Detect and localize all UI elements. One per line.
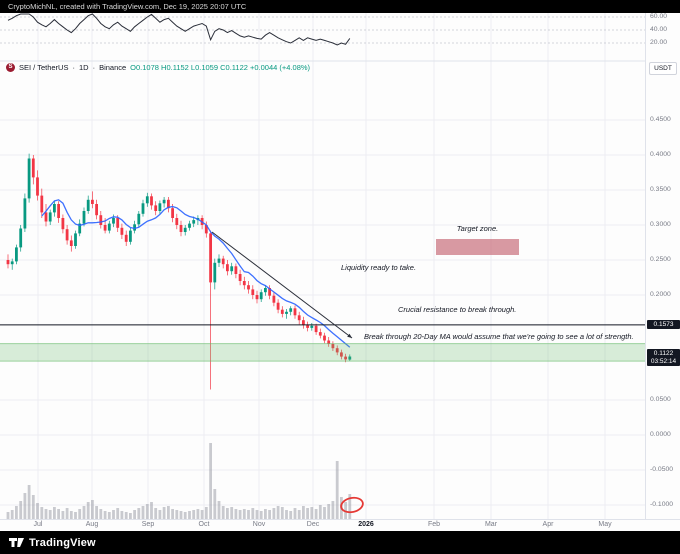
demand-zone-band[interactable]: [0, 343, 645, 362]
symbol-name[interactable]: SEI / TetherUS: [19, 63, 69, 72]
attribution-text: CryptoMichNL, created with TradingView.c…: [8, 2, 247, 11]
time-axis-label: Nov: [252, 521, 266, 528]
price-tick: 0.4500: [650, 116, 671, 123]
time-axis[interactable]: Jul Aug Sep Oct Nov Dec 2026 Feb Mar Apr May: [0, 519, 680, 531]
price-tick: 0.4000: [650, 151, 671, 158]
price-tick: 0.0500: [650, 396, 671, 403]
chart-area[interactable]: S SEI / TetherUS · 1D · Binance O0.1078 …: [0, 13, 680, 531]
target-zone-label[interactable]: Target zone.: [456, 224, 499, 233]
resistance-price-value: 0.1573: [653, 320, 674, 328]
price-tick: -0.0500: [650, 466, 674, 473]
interval-label[interactable]: 1D: [78, 63, 89, 72]
ma-line: [41, 199, 351, 348]
currency-toggle-button[interactable]: USDT: [649, 62, 677, 75]
resistance-price-label: 0.1573: [647, 319, 680, 330]
legend-separator: ·: [72, 63, 75, 72]
candlesticks: [6, 153, 352, 390]
oscillator-level-label: 40.00: [650, 26, 668, 33]
time-axis-label: Dec: [306, 521, 320, 528]
volume-bars: [6, 443, 352, 519]
oscillator-level-label: 20.00: [650, 39, 668, 46]
price-tick: 0.3500: [650, 186, 671, 193]
last-price-label: 0.1122 03:52:14: [647, 349, 680, 367]
bar-countdown: 03:52:14: [650, 357, 677, 365]
time-axis-label: Mar: [484, 521, 498, 528]
price-tick: 0.3000: [650, 221, 671, 228]
last-price-value: 0.1122: [653, 350, 674, 358]
oscillator-line: [7, 13, 351, 46]
brand-name: TradingView: [29, 536, 96, 549]
time-axis-label: Aug: [85, 521, 99, 528]
time-axis-label: May: [598, 521, 612, 528]
red-circle-annotation[interactable]: [340, 496, 364, 514]
trendline[interactable]: [211, 231, 353, 339]
ohlc-values: O0.1078 H0.1152 L0.1059 C0.1122 +0.0044 …: [130, 63, 311, 72]
symbol-legend[interactable]: S SEI / TetherUS · 1D · Binance O0.1078 …: [6, 63, 310, 72]
oscillator-pane: [0, 13, 645, 46]
tradingview-logo-icon: [9, 538, 24, 547]
oscillator-level-label: 60.00: [650, 13, 668, 20]
price-tick: 0.2000: [650, 291, 671, 298]
bottom-brand-bar: TradingView: [0, 531, 680, 554]
resistance-note[interactable]: Crucial resistance to break through.: [398, 305, 517, 314]
price-tick: 0.0000: [650, 431, 671, 438]
time-axis-label: Jul: [33, 521, 43, 528]
grid-lines: [0, 13, 645, 519]
price-tick: 0.2500: [650, 256, 671, 263]
time-axis-label: Feb: [427, 521, 441, 528]
time-axis-label: Oct: [198, 521, 210, 528]
exchange-label: Binance: [99, 63, 127, 72]
price-axis[interactable]: USDT 0.1573 0.1122 03:52:14 0.4500 0.4000…: [645, 13, 680, 519]
price-tick: -0.1000: [650, 501, 674, 508]
price-chart-canvas[interactable]: [0, 13, 645, 519]
liquidity-note[interactable]: Liquidity ready to take.: [341, 263, 417, 272]
ma-breakout-note[interactable]: Break through 20-Day MA would assume tha…: [364, 332, 634, 341]
symbol-logo-icon: S: [6, 63, 15, 72]
time-axis-label: Sep: [141, 521, 155, 528]
time-axis-label: 2026: [358, 521, 374, 528]
legend-separator: ·: [92, 63, 96, 72]
target-zone-box[interactable]: [436, 239, 519, 255]
time-axis-label: Apr: [542, 521, 554, 528]
attribution-bar: CryptoMichNL, created with TradingView.c…: [0, 0, 680, 13]
trendline-arrowhead: [347, 333, 352, 338]
